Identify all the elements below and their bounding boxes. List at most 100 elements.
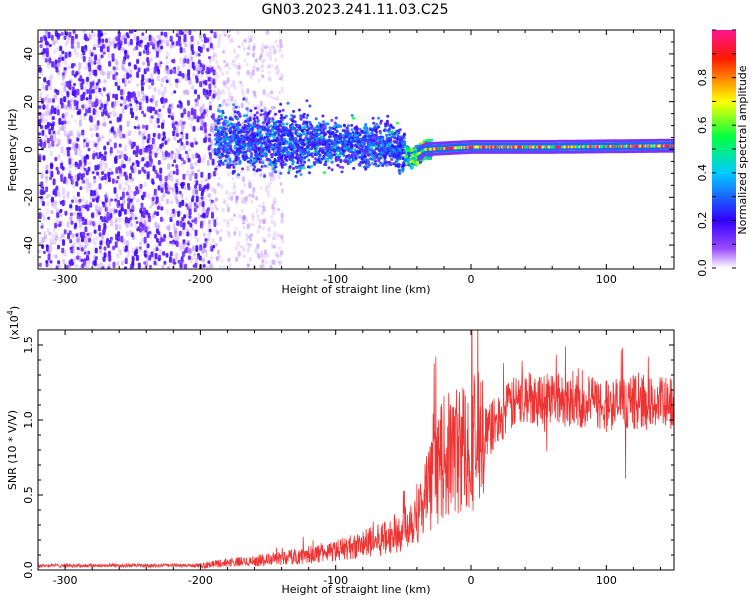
spectrogram-cell (181, 199, 185, 206)
spectrogram-cell (151, 199, 155, 207)
spectrogram-cell (123, 171, 127, 176)
spectrogram-cell (194, 230, 198, 236)
spectrogram-cell (45, 84, 49, 91)
spectrogram-cell (89, 125, 93, 131)
spectrogram-cell (150, 73, 153, 78)
spectrogram-cell (211, 127, 215, 134)
spectrogram-cell (246, 138, 250, 142)
spectrogram-cell (141, 157, 145, 162)
spectrogram-cell (98, 183, 102, 190)
spectrogram-cell (38, 105, 42, 109)
spectrogram-cell (95, 152, 98, 157)
spectrogram-cell (155, 262, 159, 267)
spectrogram-cell (181, 62, 185, 68)
spectrogram-cell (203, 243, 207, 249)
spectrogram-cell (364, 167, 368, 171)
spectrogram-cell (270, 95, 274, 100)
spectrogram-cell (118, 210, 122, 217)
spectrogram-cell (172, 58, 176, 64)
spectrogram-cell (143, 224, 147, 232)
spectrogram-cell (130, 77, 134, 82)
spectrogram-cell (187, 240, 191, 247)
spectrogram-cell (163, 176, 166, 183)
spectrogram-cell (270, 127, 274, 131)
spectrogram-cell (45, 244, 49, 248)
spectrogram-cell (71, 233, 75, 238)
spectrogram-cell (149, 57, 153, 62)
spectrogram-cell (262, 89, 266, 95)
spectrogram-cell (376, 141, 380, 145)
spectrogram-cell (95, 132, 99, 137)
spectrogram-cell (270, 243, 274, 249)
spectrogram-cell (72, 106, 76, 112)
spectrogram-cell (180, 112, 184, 118)
spectrogram-cell (146, 57, 150, 63)
spectrogram-cell (187, 101, 190, 106)
spectrogram-cell (94, 33, 97, 37)
spectrogram-cell (357, 146, 361, 150)
spectrogram-cell (145, 261, 148, 267)
spectrogram-cell (202, 232, 206, 238)
spectrogram-cell (349, 148, 353, 152)
spectrogram-cell (329, 127, 333, 131)
spectrogram-cell (55, 265, 59, 269)
spectrogram-cell (243, 58, 247, 63)
spectrogram-cell (266, 128, 270, 132)
spectrogram-cell (304, 136, 308, 140)
spectrogram-cell (210, 172, 214, 178)
spectrogram-cell (191, 227, 195, 231)
spectrogram-cell (165, 42, 169, 47)
spectrogram-cell (170, 43, 174, 49)
spectrogram-cell (277, 208, 281, 212)
spectrogram-cell (173, 125, 176, 130)
spectrogram-cell (96, 84, 99, 90)
spectrogram-cell (344, 160, 348, 164)
spectrogram-cell (63, 35, 67, 41)
spectrogram-cell (183, 186, 187, 191)
spectrogram-cell (245, 218, 249, 223)
spectrogram-cell (47, 253, 51, 261)
spectrogram-cell (136, 198, 140, 203)
spectrogram-cell (333, 136, 337, 140)
spectrogram-cell (217, 36, 221, 43)
spectrogram-cell (237, 113, 241, 117)
spectrogram-cell (201, 188, 205, 195)
spectrogram-cell (50, 34, 54, 41)
spectrogram-cell (396, 137, 400, 140)
spectrogram-cell (195, 77, 199, 84)
spectrogram-cell (128, 98, 132, 105)
spectrogram-cell (117, 78, 120, 84)
spectrogram-cell (70, 43, 74, 49)
spectrogram-cell (235, 55, 238, 60)
spectrogram-cell (87, 166, 91, 172)
spectrogram-cell (61, 247, 65, 254)
spectrogram-cell (229, 117, 233, 121)
spectrogram-cell (166, 266, 170, 269)
spectrogram-cell (159, 248, 163, 256)
spectrogram-cell (174, 78, 178, 83)
spectrogram-cell (138, 185, 142, 190)
spectrogram-cell (295, 152, 299, 156)
spectrogram-cell (311, 144, 315, 148)
spectrogram-cell (215, 255, 219, 261)
spectrogram-cell (188, 174, 192, 181)
spectrogram-cell (149, 264, 152, 269)
spectrogram-cell (77, 41, 80, 49)
spectrogram-cell (103, 71, 107, 76)
spectrogram-cell (42, 86, 46, 90)
spectrogram-cell (151, 94, 155, 101)
spectrogram-cell (103, 32, 107, 36)
spectrogram-cell (95, 82, 99, 86)
spectrogram-cell (393, 134, 397, 138)
spectrogram-cell (95, 192, 99, 198)
spectrogram-cell (41, 237, 44, 244)
spectrogram-cell (92, 31, 96, 38)
spectrogram-cell (230, 217, 234, 222)
spectrogram-cell (176, 132, 179, 137)
spectrogram-cell (280, 234, 284, 240)
spectrogram-cell (161, 183, 165, 191)
spectrogram-cell (257, 78, 261, 83)
spectrogram-cell (116, 253, 120, 259)
spectrogram-cell (143, 207, 147, 215)
spectrogram-cell (118, 224, 122, 231)
